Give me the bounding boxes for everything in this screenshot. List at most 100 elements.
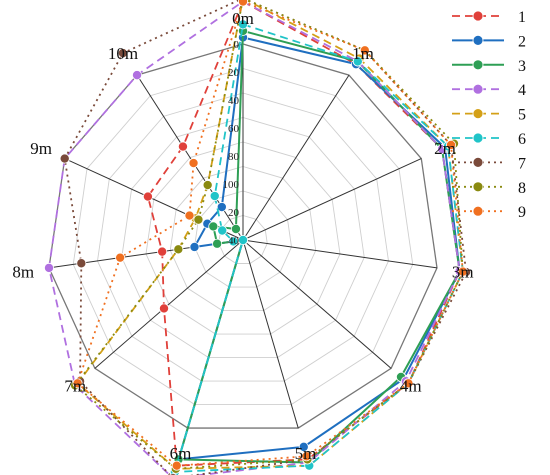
data-point-9-9m xyxy=(184,210,195,221)
legend-marker-9 xyxy=(472,205,484,217)
legend-label-7: 7 xyxy=(518,155,526,172)
legend-item-5: 5 xyxy=(452,107,526,124)
axis-label-9m: 9m xyxy=(30,139,52,158)
legend-label-4: 4 xyxy=(518,82,526,99)
data-point-9-3m xyxy=(457,266,468,277)
legend-item-2: 2 xyxy=(452,33,526,50)
axis-label-5m: 5m xyxy=(295,444,317,463)
grid-ring xyxy=(169,166,317,311)
data-point-8-9m xyxy=(193,214,204,225)
axis-labels: 0m 1m 2m 3m 4m 5m 6m 7m 8m 9m 10m xyxy=(12,9,473,463)
axis-spoke-1m xyxy=(242,74,350,241)
legend-item-9: 9 xyxy=(452,204,526,221)
legend-label-6: 6 xyxy=(518,131,526,148)
series-1 xyxy=(142,0,465,471)
data-point-7-9m xyxy=(59,153,70,164)
legend-label-8: 8 xyxy=(518,180,526,197)
legend-item-6: 6 xyxy=(452,131,526,148)
data-point-9-7m xyxy=(72,378,83,389)
series-line-7 xyxy=(63,0,468,475)
legend-item-3: 3 xyxy=(452,58,526,75)
data-point-2-5m xyxy=(298,441,309,452)
data-point-9-2m xyxy=(446,140,457,151)
data-point-9-6m xyxy=(171,460,182,471)
legend-item-7: 7 xyxy=(452,155,526,172)
radial-tick-label: 20 xyxy=(228,207,240,219)
data-point-1-9m xyxy=(142,191,153,202)
axis-label-1m: 1m xyxy=(352,44,374,63)
legend-marker-4 xyxy=(472,83,484,95)
legend-marker-1 xyxy=(472,10,484,22)
series-5 xyxy=(72,0,468,474)
data-point-9-1m xyxy=(359,45,370,56)
axis-label-7m: 7m xyxy=(64,376,86,395)
data-point-6-8m xyxy=(228,236,239,247)
data-point-2-8m xyxy=(189,241,200,252)
data-point-3-9m xyxy=(208,221,219,232)
data-point-4-8m xyxy=(43,262,54,273)
radial-tick-label: 20 xyxy=(228,67,240,79)
series-9 xyxy=(72,0,468,471)
data-point-7-10m xyxy=(117,48,128,59)
axis-label-10m: 10m xyxy=(108,44,138,63)
legend-item-4: 4 xyxy=(452,82,526,99)
axis-spoke-5m xyxy=(242,239,299,429)
series-line-6 xyxy=(173,23,464,473)
grid-ring xyxy=(121,117,365,358)
legend-label-2: 2 xyxy=(518,33,526,50)
radial-tick-label: 60 xyxy=(228,123,240,135)
legend-label-5: 5 xyxy=(518,107,526,124)
radial-tick-label: 40 xyxy=(228,95,240,107)
axis-label-0m: 0m xyxy=(232,9,254,28)
legend-marker-7 xyxy=(472,156,484,168)
legend-marker-2 xyxy=(472,35,484,46)
data-point-3-8m xyxy=(212,238,223,249)
axis-spoke-2m xyxy=(242,158,422,241)
data-point-9-10m xyxy=(188,158,199,169)
data-point-1-7m xyxy=(158,303,169,314)
data-point-2-10m xyxy=(216,202,227,213)
data-point-1-10m xyxy=(177,141,188,152)
series-4 xyxy=(43,0,465,475)
data-point-8-10m xyxy=(202,180,213,191)
legend-label-1: 1 xyxy=(518,9,526,26)
radar-series xyxy=(43,0,472,475)
data-point-9-8m xyxy=(115,252,126,263)
series-line-8 xyxy=(74,0,464,470)
radial-tick-label: 100 xyxy=(223,179,240,191)
legend-label-3: 3 xyxy=(518,58,526,75)
axis-spoke-10m xyxy=(136,74,244,241)
legend-item-1: 1 xyxy=(452,9,526,26)
legend-marker-6 xyxy=(472,132,484,144)
grid-ring xyxy=(145,141,341,335)
axis-label-4m: 4m xyxy=(400,376,422,395)
series-line-5 xyxy=(76,0,464,470)
axis-spoke-4m xyxy=(242,239,392,369)
series-line-9 xyxy=(76,0,464,467)
data-point-6-10m xyxy=(209,191,220,202)
data-point-3-10m xyxy=(230,224,241,235)
radial-tick-label: 40 xyxy=(228,235,240,247)
radial-tick-label: 80 xyxy=(228,151,240,163)
legend-marker-8 xyxy=(472,181,484,193)
data-point-1-8m xyxy=(157,246,168,257)
radial-ticks: 0 20 40 60 80 100 20 40 xyxy=(223,39,240,247)
axis-spoke-3m xyxy=(242,239,438,269)
data-point-9-4m xyxy=(403,378,414,389)
axis-label-3m: 3m xyxy=(452,263,474,282)
series-line-4 xyxy=(48,0,461,475)
axis-label-2m: 2m xyxy=(434,139,456,158)
data-point-8-8m xyxy=(173,244,184,255)
legend-marker-5 xyxy=(472,108,484,119)
legend-marker-3 xyxy=(472,59,484,71)
data-point-9-5m xyxy=(301,451,312,462)
grid-ring xyxy=(97,92,389,382)
radar-axes xyxy=(48,44,438,429)
data-point-7-8m xyxy=(76,258,87,269)
legend-label-9: 9 xyxy=(518,204,526,221)
grid-ring xyxy=(72,68,414,406)
axis-label-6m: 6m xyxy=(170,444,192,463)
axis-label-8m: 8m xyxy=(12,263,34,282)
